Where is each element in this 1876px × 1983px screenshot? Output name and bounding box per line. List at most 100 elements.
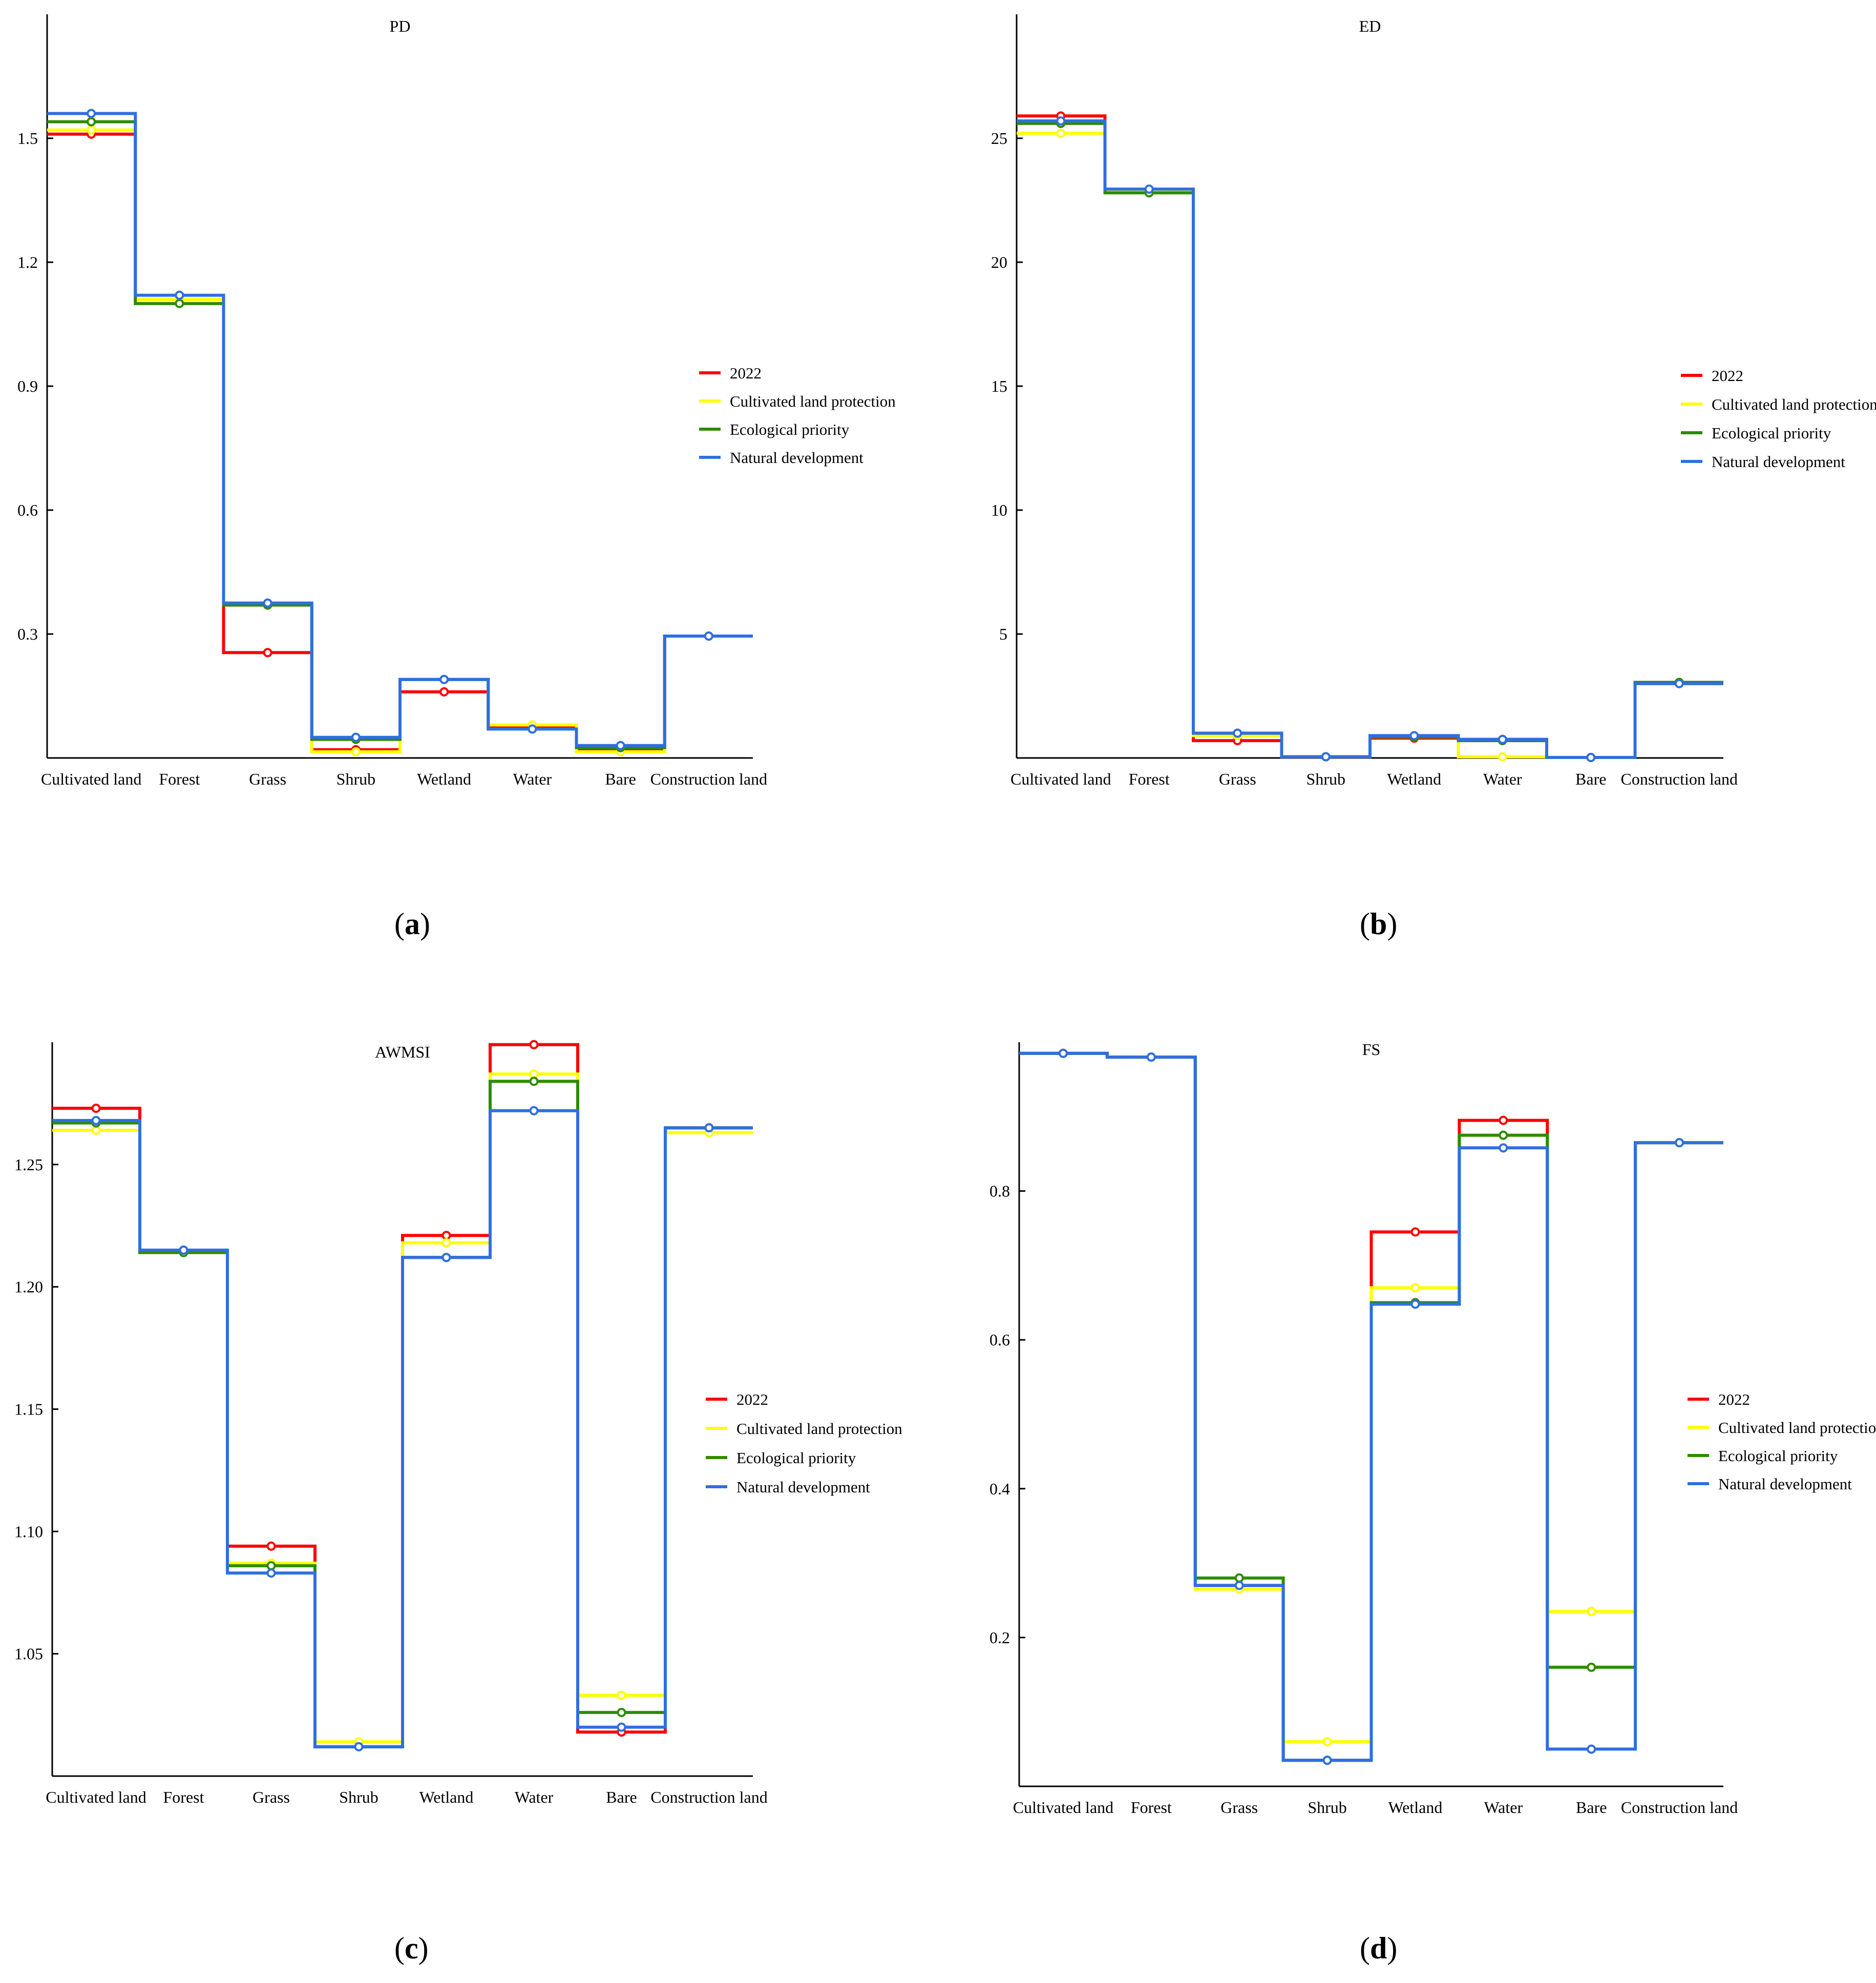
x-tick-label: Shrub: [339, 1788, 378, 1806]
data-point: [1410, 1227, 1420, 1237]
data-point: [91, 1125, 101, 1135]
data-point: [175, 299, 184, 308]
chart-title: FS: [1362, 1040, 1381, 1059]
legend-label: 2022: [730, 364, 762, 382]
data-point: [266, 1568, 276, 1578]
data-point: [617, 1722, 626, 1732]
x-tick-label: Construction land: [650, 1788, 767, 1806]
panel-label-b: (b): [1360, 907, 1398, 941]
series-line-3: [1017, 122, 1723, 759]
x-tick-label: Grass: [249, 770, 286, 788]
data-point: [263, 648, 272, 658]
y-tick-label: 20: [991, 253, 1007, 271]
y-tick-label: 0.2: [989, 1628, 1010, 1647]
chart-title: AWMSI: [375, 1043, 430, 1061]
chart-panel-4: FS 0.2 0.4 0.6 0.8 Cultivated land Forest Grass…: [989, 1040, 1876, 1817]
legend-label: Natural development: [730, 449, 863, 467]
y-tick-label: 25: [991, 129, 1007, 147]
x-tick-label: Bare: [1576, 1798, 1607, 1817]
data-point: [351, 732, 361, 742]
series-line-4: [47, 112, 753, 747]
series-line-1: [47, 132, 753, 751]
legend-label: Natural development: [1718, 1475, 1852, 1493]
chart-panel-1: PD 0.3 0.6 0.9 1.2 1.5 Cultivated land Forest Gr…: [17, 14, 896, 788]
series-line-4: [1017, 119, 1723, 759]
y-tick-label: 1.15: [14, 1400, 43, 1419]
data-point: [1499, 1143, 1508, 1153]
chart-panel-2: ED 5 10 15 20 25 Cultivated land Forest Grass Shr…: [991, 14, 1876, 788]
x-tick-label: Bare: [605, 770, 636, 788]
y-tick-label: 0.4: [989, 1480, 1010, 1498]
x-tick-label: Wetland: [419, 1788, 474, 1806]
legend-label: Cultivated land protection: [736, 1420, 902, 1438]
data-point: [616, 741, 625, 750]
y-tick-label: 10: [991, 501, 1007, 519]
legend-label: Cultivated land protection: [730, 392, 896, 410]
x-tick-label: Forest: [159, 770, 200, 788]
data-point: [1234, 1580, 1244, 1590]
y-tick-label: 0.6: [17, 501, 38, 519]
y-tick-label: 0.6: [989, 1331, 1010, 1349]
data-point: [1146, 1052, 1156, 1062]
legend-label: Natural development: [736, 1478, 870, 1496]
data-point: [266, 1541, 276, 1551]
y-tick-label: 1.05: [14, 1644, 43, 1663]
series-line-2: [47, 128, 753, 753]
series-line-4: [52, 1109, 753, 1748]
data-point: [1674, 679, 1684, 688]
data-point: [1498, 734, 1507, 744]
data-point: [439, 674, 449, 684]
data-point: [351, 747, 361, 756]
y-tick-label: 0.9: [17, 377, 38, 395]
x-tick-label: Shrub: [1308, 1798, 1346, 1817]
chart-title: PD: [390, 17, 411, 35]
data-point: [441, 1253, 451, 1262]
x-tick-label: Forest: [163, 1788, 204, 1806]
y-tick-label: 1.5: [17, 129, 38, 147]
x-tick-label: Water: [513, 770, 552, 788]
series-line-2: [1017, 132, 1723, 759]
legend-label: Ecological priority: [736, 1449, 856, 1467]
x-tick-label: Forest: [1131, 1798, 1172, 1817]
y-tick-label: 1.25: [14, 1155, 43, 1174]
x-tick-label: Shrub: [1306, 770, 1345, 788]
data-point: [179, 1246, 188, 1255]
x-tick-label: Grass: [252, 1788, 290, 1806]
x-tick-label: Grass: [1219, 770, 1256, 788]
legend: 2022 Cultivated land protection Ecological…: [1688, 1390, 1876, 1493]
data-point: [1499, 1130, 1508, 1140]
legend-label: 2022: [1718, 1390, 1750, 1408]
x-tick-label: Water: [1483, 770, 1522, 788]
data-point: [528, 724, 537, 734]
series-line-4: [1019, 1051, 1723, 1762]
legend-label: Ecological priority: [730, 420, 850, 438]
data-point: [91, 1103, 101, 1113]
legend: 2022 Cultivated land protection Ecological…: [1681, 367, 1876, 471]
x-tick-label: Water: [1484, 1798, 1523, 1817]
data-point: [529, 1040, 539, 1049]
series-line-3: [47, 120, 753, 749]
x-tick-label: Cultivated land: [1013, 1798, 1113, 1817]
data-point: [1587, 1662, 1596, 1672]
data-point: [1056, 116, 1066, 126]
data-point: [1234, 1573, 1244, 1583]
data-point: [87, 125, 96, 135]
x-tick-label: Bare: [606, 1788, 637, 1806]
legend: 2022 Cultivated land protection Ecological…: [706, 1390, 902, 1496]
data-point: [529, 1106, 539, 1115]
data-point: [1321, 752, 1331, 762]
data-point: [1498, 752, 1507, 762]
data-point: [87, 117, 96, 126]
data-point: [266, 1561, 276, 1571]
data-point: [529, 1077, 539, 1086]
data-point: [1233, 728, 1242, 738]
x-tick-label: Wetland: [1388, 1798, 1443, 1817]
panel-label-d: (d): [1360, 1931, 1398, 1965]
y-tick-label: 0.3: [17, 625, 38, 643]
legend-label: 2022: [736, 1390, 768, 1408]
y-tick-label: 15: [991, 377, 1007, 395]
data-point: [439, 687, 449, 697]
y-tick-label: 1.2: [17, 253, 38, 271]
data-point: [263, 598, 272, 608]
